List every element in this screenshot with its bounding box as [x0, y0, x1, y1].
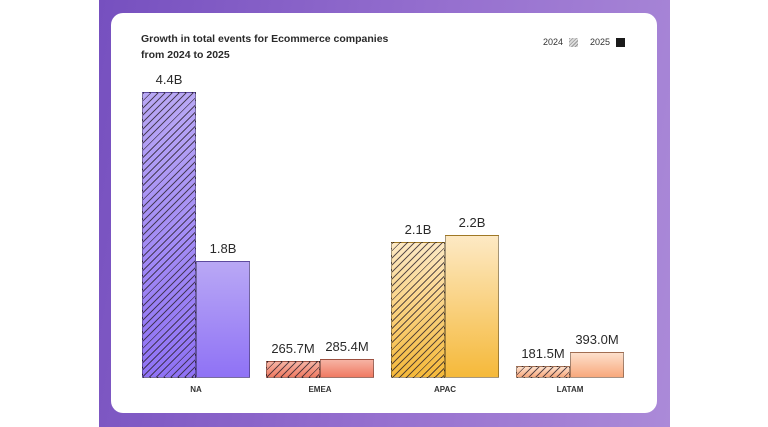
- category-label-emea: EMEA: [308, 385, 332, 394]
- plot-area: 4.4B 1.8B NA 265.7M 285.4M EMEA 2.1B 2.2B APAC 18…: [111, 13, 657, 413]
- data-label-apac-2024: 2.1B: [404, 221, 432, 237]
- legend: 2024 2025: [543, 37, 625, 47]
- category-label-apac: APAC: [433, 385, 457, 394]
- data-label-latam-2025: 393.0M: [575, 332, 619, 348]
- bar-apac-2024: [391, 241, 445, 378]
- category-label-latam: LATAM: [556, 385, 584, 394]
- chart-card: Growth in total events for Ecommerce com…: [111, 13, 657, 413]
- chart-title-line: from 2024 to 2025: [141, 49, 230, 61]
- bar-emea-2025: [320, 359, 374, 378]
- bar-emea-2024: [266, 360, 320, 378]
- chart-title-line: Growth in total events for Ecommerce com…: [141, 33, 389, 45]
- legend-swatch-solid: [616, 37, 625, 47]
- data-label-apac-2025: 2.2B: [458, 215, 486, 230]
- data-label-emea-2024: 265.7M: [271, 340, 315, 356]
- bar-na-2024: [142, 92, 196, 378]
- legend-swatch-hatched: [568, 37, 578, 47]
- data-label-na-2024: 4.4B: [155, 72, 183, 87]
- bar-na-2025: [196, 261, 250, 378]
- bar-latam-2024: [516, 366, 570, 378]
- bar-latam-2025: [570, 352, 624, 378]
- legend-label-2024: 2024: [542, 37, 563, 47]
- category-label-na: NA: [190, 385, 202, 394]
- chart-title: Growth in total events for Ecommerce com…: [141, 31, 401, 63]
- data-label-latam-2024: 181.5M: [521, 346, 565, 362]
- data-label-na-2025: 1.8B: [209, 241, 237, 256]
- legend-label-2025: 2025: [589, 37, 610, 47]
- bar-apac-2025: [445, 235, 499, 378]
- data-label-emea-2025: 285.4M: [325, 339, 369, 355]
